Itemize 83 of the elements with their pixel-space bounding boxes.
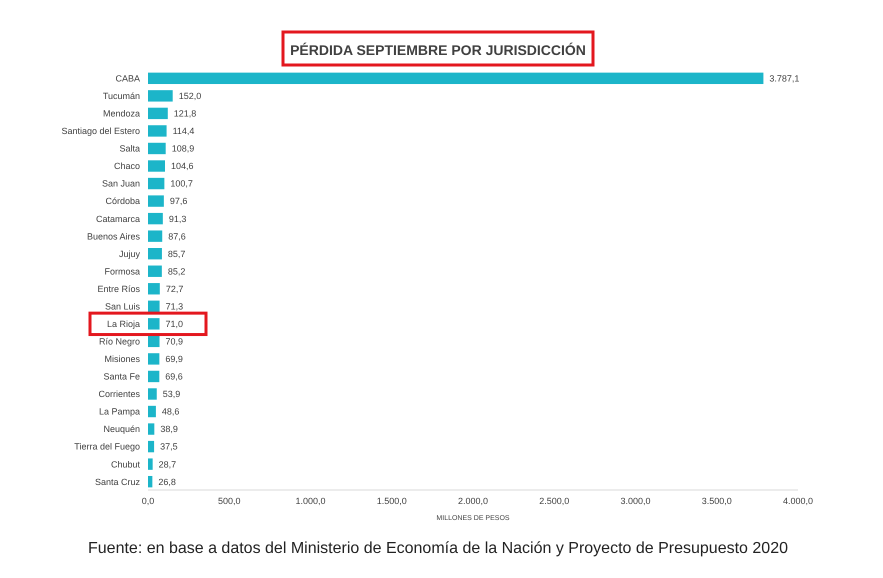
data-label: 100,7 <box>170 178 193 189</box>
y-tick-label: Córdoba <box>105 196 140 206</box>
data-label: 38,9 <box>160 424 178 434</box>
bar <box>148 90 173 102</box>
y-tick-label: Mendoza <box>102 108 140 119</box>
y-tick-label: Río Negro <box>98 336 140 347</box>
bar <box>148 318 160 330</box>
data-label: 69,9 <box>165 354 183 364</box>
x-tick-label: 1.500,0 <box>376 496 407 506</box>
data-label: 28,7 <box>158 459 176 470</box>
data-label: 72,7 <box>166 284 184 294</box>
data-label: 71,0 <box>166 318 184 329</box>
y-tick-label: Chaco <box>114 161 140 172</box>
x-tick-label: 3.500,0 <box>702 496 732 506</box>
data-label: 53,9 <box>162 389 180 400</box>
y-tick-label: Santa Cruz <box>94 476 140 487</box>
data-label: 70,9 <box>166 336 184 347</box>
source-note: Fuente: en base a datos del Ministerio de Economía de la Nación y Proyecto de Presupuesto 2020 <box>88 540 788 557</box>
data-label: 37,5 <box>160 442 178 452</box>
data-label: 121,8 <box>174 108 196 119</box>
bar <box>148 476 152 488</box>
y-tick-label: Tucumán <box>102 91 140 102</box>
data-label: 85,7 <box>168 248 186 259</box>
bar <box>148 266 162 277</box>
data-label: 91,3 <box>168 214 186 224</box>
x-tick-label: 2.500,0 <box>539 496 570 506</box>
data-label: 87,6 <box>168 231 186 242</box>
bar <box>148 212 163 224</box>
data-label: 85,2 <box>168 266 186 276</box>
bar <box>148 160 165 172</box>
bar <box>148 353 160 365</box>
bar <box>148 125 167 137</box>
y-tick-label: Misiones <box>104 354 140 364</box>
y-tick-label: Formosa <box>104 266 140 276</box>
y-tick-label: Catamarca <box>96 214 140 224</box>
data-label: 69,6 <box>165 372 183 382</box>
data-label: 97,6 <box>170 196 188 206</box>
bar <box>148 195 164 207</box>
data-label: 152,0 <box>178 91 202 102</box>
data-label: 3.787,1 <box>769 73 800 84</box>
y-tick-label: Corrientes <box>98 389 140 400</box>
chart-title: PÉRDIDA SEPTIEMBRE POR JURISDICCIÓN <box>290 42 586 58</box>
y-tick-label: Salta <box>119 144 140 154</box>
y-tick-label: La Pampa <box>98 406 140 417</box>
data-label: 26,8 <box>158 476 176 487</box>
y-tick-label: Santiago del Estero <box>61 126 140 136</box>
y-tick-label: Entre Ríos <box>97 284 140 294</box>
bar <box>148 108 168 120</box>
bar <box>148 72 764 84</box>
x-tick-label: 1.000,0 <box>295 496 326 506</box>
bar <box>148 248 162 260</box>
bar <box>148 458 153 470</box>
y-tick-label: Neuquén <box>103 424 140 434</box>
bar <box>148 142 166 154</box>
bar <box>148 406 156 418</box>
x-tick-label: 2.000,0 <box>458 496 488 506</box>
bar <box>148 336 160 348</box>
x-tick-label: 0,0 <box>142 496 154 506</box>
y-tick-label: Santa Fe <box>103 372 140 382</box>
y-tick-label: CABA <box>115 73 140 84</box>
bar <box>148 423 154 435</box>
y-tick-label: Tierra del Fuego <box>74 442 140 452</box>
bar <box>148 388 157 400</box>
y-tick-label: Buenos Aires <box>86 231 140 242</box>
bar <box>148 300 160 312</box>
y-tick-label: La Rioja <box>106 318 140 329</box>
data-label: 48,6 <box>162 406 180 417</box>
data-label: 114,4 <box>172 126 194 136</box>
x-tick-label: 3.000,0 <box>620 496 651 506</box>
y-tick-label: Chubut <box>110 459 140 470</box>
bar <box>148 440 154 452</box>
x-tick-label: 500,0 <box>218 496 241 506</box>
x-tick-label: 4.000,0 <box>782 496 814 506</box>
bar <box>148 230 162 242</box>
data-label: 104,6 <box>170 161 194 172</box>
y-tick-label: Jujuy <box>118 248 140 259</box>
bar <box>148 283 160 294</box>
data-label: 71,3 <box>166 301 184 312</box>
y-tick-label: San Juan <box>102 178 140 189</box>
bar <box>148 178 164 190</box>
data-label: 108,9 <box>172 144 194 154</box>
y-tick-label: San Luis <box>104 301 140 312</box>
bar <box>148 370 160 382</box>
